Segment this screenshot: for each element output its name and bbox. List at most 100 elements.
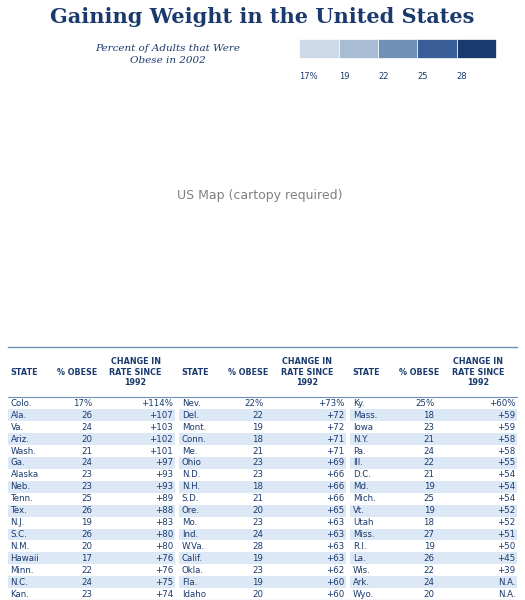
Bar xyxy=(8,553,175,564)
Text: Colo.: Colo. xyxy=(10,399,32,408)
Text: La.: La. xyxy=(353,554,365,563)
Text: S.D.: S.D. xyxy=(182,494,199,503)
Text: 21: 21 xyxy=(81,446,92,455)
Text: Mass.: Mass. xyxy=(353,411,377,420)
Text: 25: 25 xyxy=(81,494,92,503)
Text: 28: 28 xyxy=(457,72,467,81)
Text: +51: +51 xyxy=(497,530,516,539)
Text: Alaska: Alaska xyxy=(10,470,39,479)
Text: +103: +103 xyxy=(150,423,173,432)
Text: N.Y.: N.Y. xyxy=(353,434,368,443)
Text: 21: 21 xyxy=(424,470,435,479)
Text: Conn.: Conn. xyxy=(182,434,206,443)
Text: +54: +54 xyxy=(497,470,516,479)
Bar xyxy=(179,553,346,564)
Text: 23: 23 xyxy=(81,470,92,479)
Text: Wyo.: Wyo. xyxy=(353,590,374,599)
Text: 19: 19 xyxy=(253,423,264,432)
Text: 25%: 25% xyxy=(415,399,435,408)
Text: +54: +54 xyxy=(497,482,516,491)
Text: Kan.: Kan. xyxy=(10,590,29,599)
Text: Md.: Md. xyxy=(353,482,369,491)
Text: +63: +63 xyxy=(326,518,344,527)
Text: Mich.: Mich. xyxy=(353,494,375,503)
Text: Mont.: Mont. xyxy=(182,423,206,432)
Text: 23: 23 xyxy=(253,470,264,479)
Text: 26: 26 xyxy=(81,530,92,539)
Text: Va.: Va. xyxy=(10,423,24,432)
Text: 20: 20 xyxy=(81,542,92,551)
Text: Idaho: Idaho xyxy=(182,590,206,599)
Bar xyxy=(179,505,346,517)
Text: +39: +39 xyxy=(497,566,516,575)
Bar xyxy=(339,40,378,58)
Text: +60: +60 xyxy=(326,590,344,599)
Text: +55: +55 xyxy=(497,458,516,467)
Text: 19: 19 xyxy=(81,518,92,527)
Text: 18: 18 xyxy=(424,518,435,527)
Bar xyxy=(8,505,175,517)
Text: 23: 23 xyxy=(253,566,264,575)
Text: 23: 23 xyxy=(253,518,264,527)
Bar xyxy=(350,529,517,541)
Text: +63: +63 xyxy=(326,542,344,551)
Text: 27: 27 xyxy=(424,530,435,539)
Text: +52: +52 xyxy=(497,518,516,527)
Text: 24: 24 xyxy=(81,458,92,467)
Text: 19: 19 xyxy=(424,482,435,491)
Text: 17%: 17% xyxy=(73,399,92,408)
Bar xyxy=(8,409,175,421)
Bar xyxy=(8,481,175,493)
Text: 26: 26 xyxy=(81,411,92,420)
Text: 25: 25 xyxy=(417,72,428,81)
Text: CHANGE IN
RATE SINCE
1992: CHANGE IN RATE SINCE 1992 xyxy=(280,358,333,387)
Text: +63: +63 xyxy=(326,530,344,539)
Text: +93: +93 xyxy=(155,470,173,479)
Bar xyxy=(8,457,175,469)
Text: 19: 19 xyxy=(339,72,349,81)
Text: Ohio: Ohio xyxy=(182,458,202,467)
Text: Okla.: Okla. xyxy=(182,566,204,575)
Text: 22: 22 xyxy=(81,566,92,575)
Text: Ore.: Ore. xyxy=(182,506,200,515)
Text: Hawaii: Hawaii xyxy=(10,554,39,563)
Text: 19: 19 xyxy=(424,506,435,515)
Text: % OBESE: % OBESE xyxy=(228,368,268,377)
Text: % OBESE: % OBESE xyxy=(57,368,97,377)
Text: +80: +80 xyxy=(155,530,173,539)
Text: +62: +62 xyxy=(326,566,344,575)
Text: +97: +97 xyxy=(155,458,173,467)
Text: Wis.: Wis. xyxy=(353,566,371,575)
Text: +107: +107 xyxy=(150,411,173,420)
Text: +69: +69 xyxy=(326,458,344,467)
Text: N.H.: N.H. xyxy=(182,482,200,491)
Text: +102: +102 xyxy=(150,434,173,443)
Text: +66: +66 xyxy=(326,494,344,503)
Text: +66: +66 xyxy=(326,482,344,491)
Text: 20: 20 xyxy=(253,506,264,515)
Text: 24: 24 xyxy=(424,446,435,455)
Bar xyxy=(179,409,346,421)
Text: 21: 21 xyxy=(253,446,264,455)
Bar xyxy=(179,576,346,588)
Text: 24: 24 xyxy=(424,578,435,587)
Bar xyxy=(179,457,346,469)
Text: 22: 22 xyxy=(253,411,264,420)
Text: Ga.: Ga. xyxy=(10,458,25,467)
Text: +65: +65 xyxy=(326,506,344,515)
Text: CHANGE IN
RATE SINCE
1992: CHANGE IN RATE SINCE 1992 xyxy=(109,358,162,387)
Text: % OBESE: % OBESE xyxy=(400,368,439,377)
Text: 24: 24 xyxy=(81,423,92,432)
Text: 19: 19 xyxy=(253,578,264,587)
Text: Vt.: Vt. xyxy=(353,506,365,515)
Text: Percent of Adults that Were
Obese in 2002: Percent of Adults that Were Obese in 200… xyxy=(96,44,240,65)
Text: 22: 22 xyxy=(424,458,435,467)
Text: Miss.: Miss. xyxy=(353,530,374,539)
Text: Fla.: Fla. xyxy=(182,578,197,587)
Text: +83: +83 xyxy=(155,518,173,527)
Text: 20: 20 xyxy=(424,590,435,599)
Bar xyxy=(350,409,517,421)
Text: 23: 23 xyxy=(424,423,435,432)
Text: Ill.: Ill. xyxy=(353,458,363,467)
Text: 17: 17 xyxy=(81,554,92,563)
